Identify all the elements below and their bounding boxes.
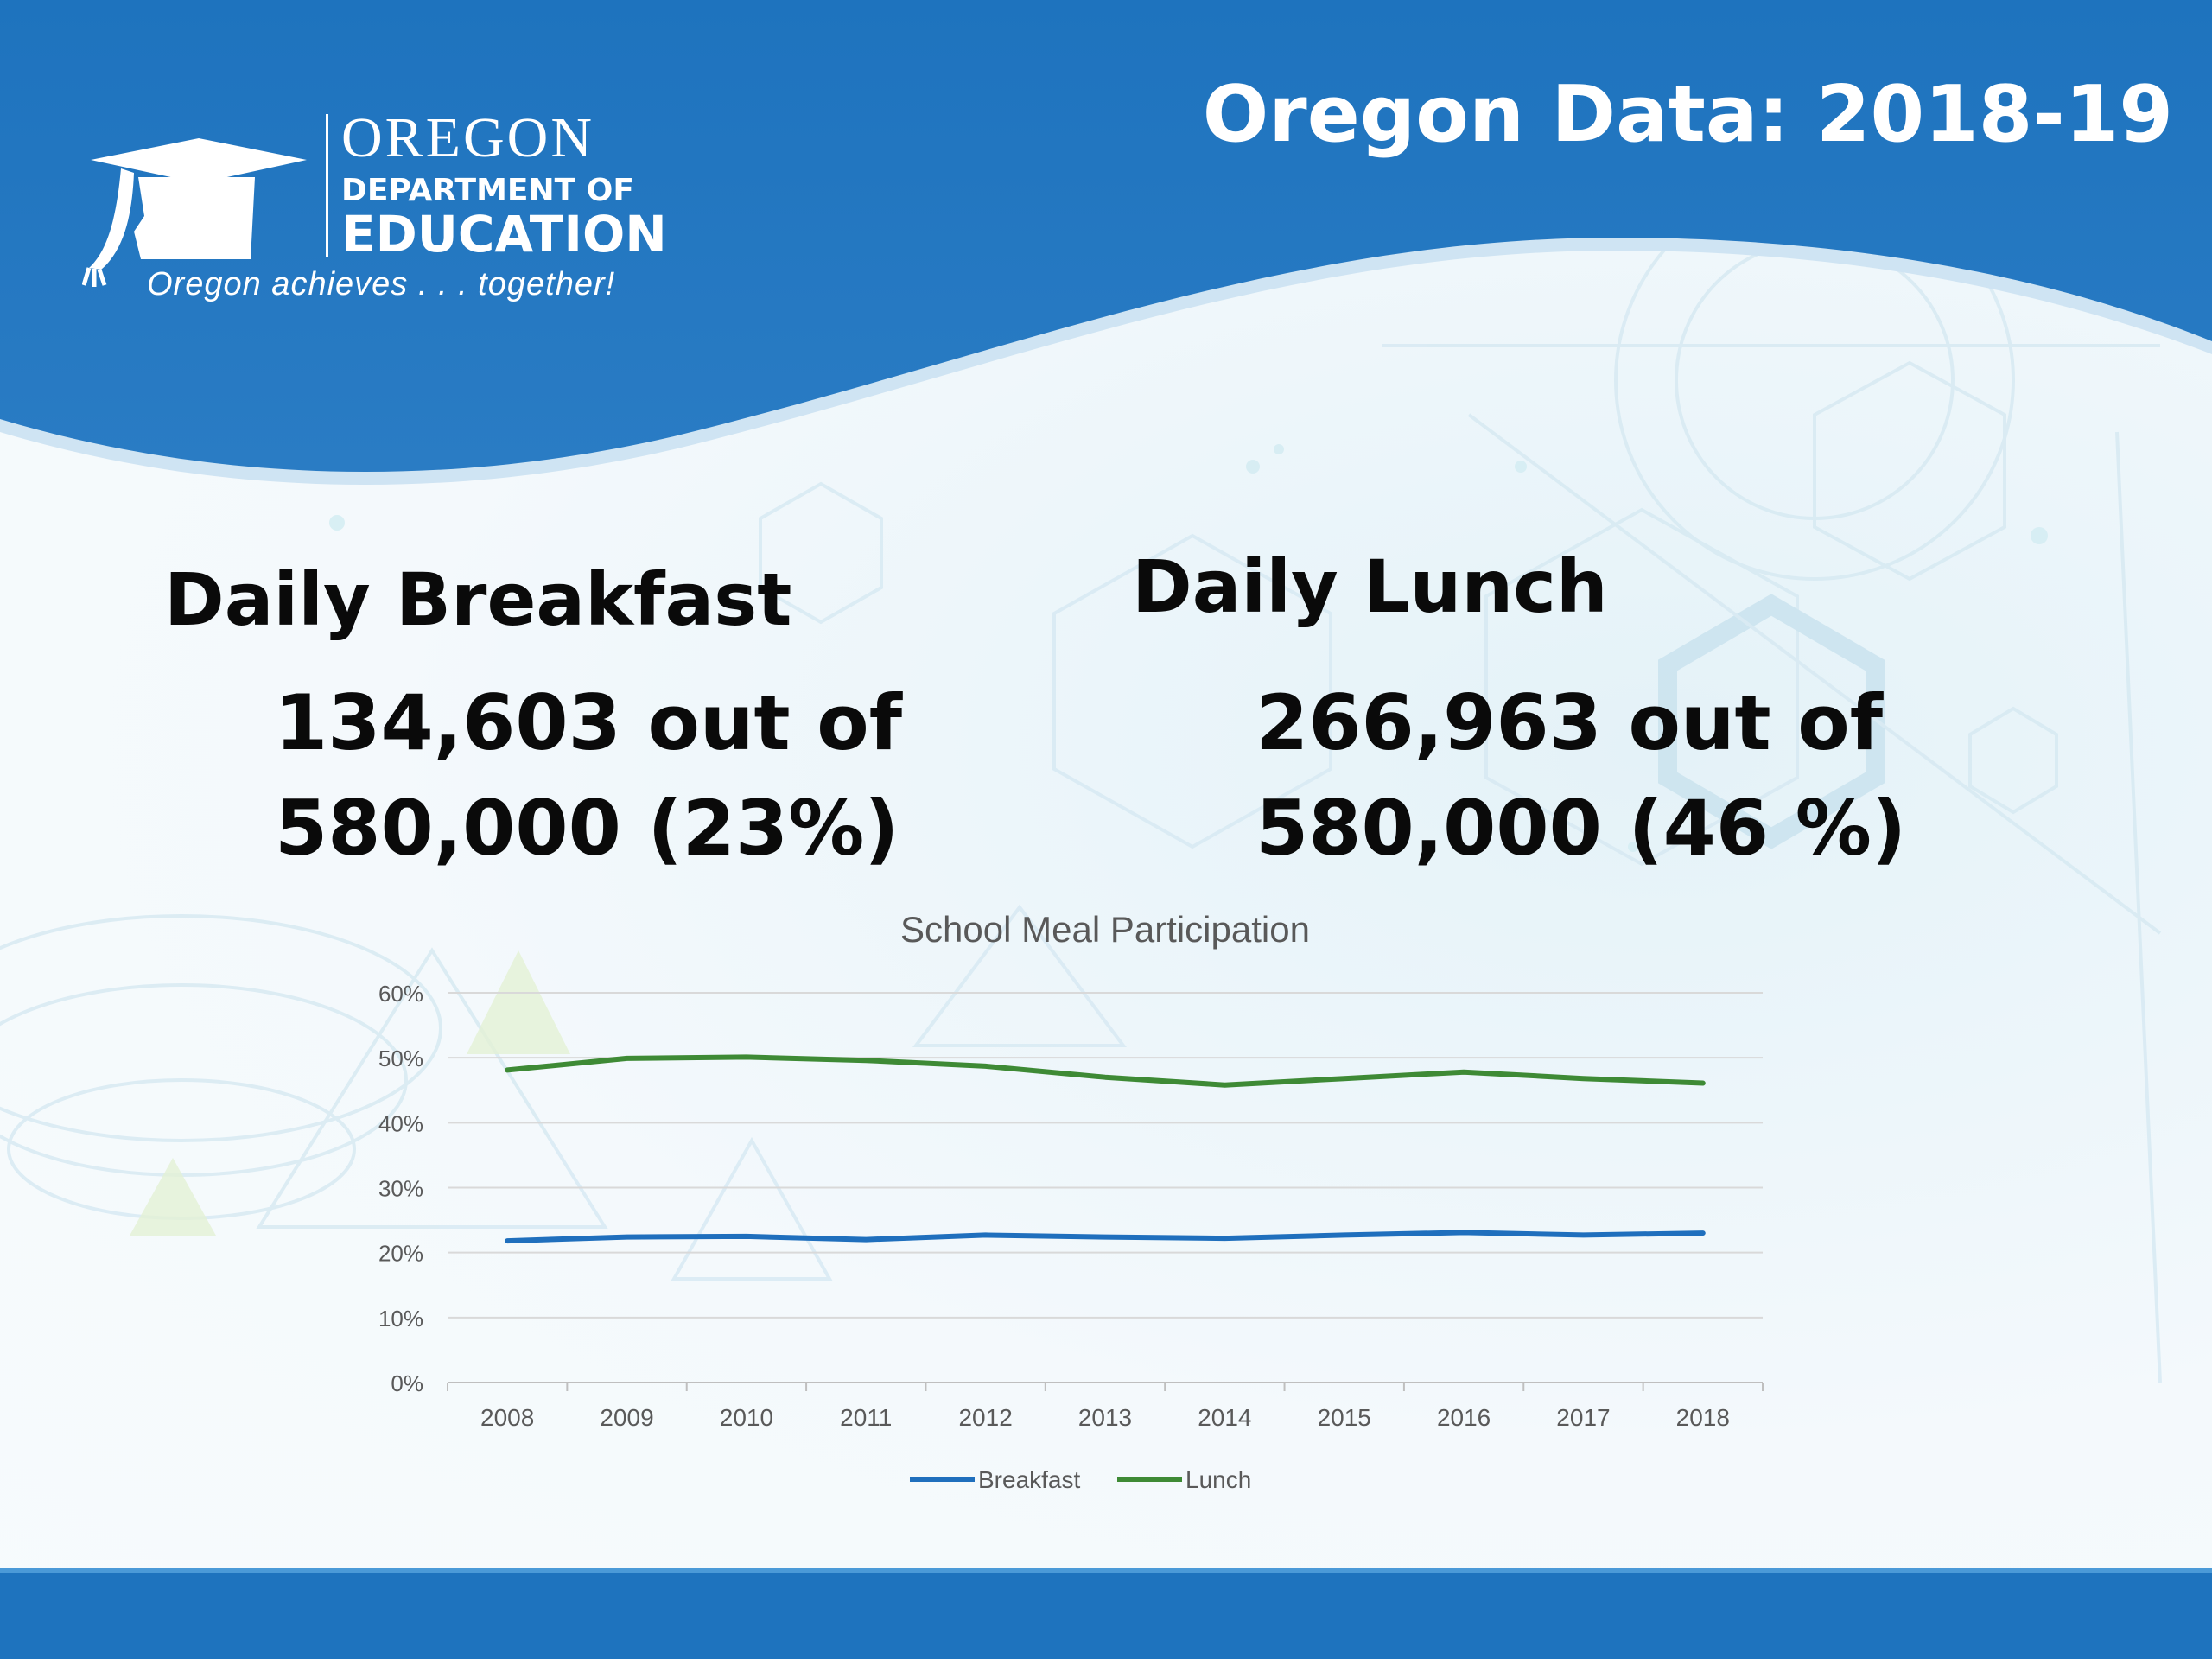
x-tick-label: 2018 (1676, 1404, 1730, 1431)
graduation-cap-oregon-icon (82, 138, 307, 287)
legend-label-breakfast: Breakfast (978, 1466, 1080, 1493)
y-tick-label: 50% (378, 1046, 423, 1071)
breakfast-heading: Daily Breakfast (164, 557, 792, 642)
y-tick-label: 20% (378, 1241, 423, 1267)
lunch-total: 580,000 (46 %) (1255, 784, 1907, 873)
breakfast-count: 134,603 out of (275, 678, 902, 767)
logo-wordmark-education: EDUCATION (341, 205, 667, 264)
logo-wordmark-department: DEPARTMENT OF (341, 173, 634, 208)
chart-title: School Meal Participation (900, 909, 1310, 950)
y-tick-label: 60% (378, 981, 423, 1007)
lunch-heading: Daily Lunch (1132, 544, 1608, 629)
y-tick-label: 30% (378, 1176, 423, 1202)
lunch-count: 266,963 out of (1255, 678, 1883, 767)
x-tick-label: 2008 (480, 1404, 534, 1431)
x-tick-label: 2012 (958, 1404, 1012, 1431)
x-tick-label: 2016 (1437, 1404, 1491, 1431)
y-tick-label: 0% (391, 1370, 423, 1396)
logo-wordmark-oregon: OREGON (341, 106, 594, 169)
x-tick-label: 2017 (1556, 1404, 1610, 1431)
x-tick-label: 2010 (720, 1404, 773, 1431)
y-tick-label: 10% (378, 1306, 423, 1332)
legend-label-lunch: Lunch (1185, 1466, 1251, 1493)
x-tick-label: 2011 (840, 1404, 892, 1431)
logo-tagline: Oregon achieves . . . together! (147, 266, 616, 302)
series-line-lunch (505, 1054, 1706, 1088)
header-wave (0, 0, 2212, 486)
x-tick-label: 2013 (1078, 1404, 1132, 1431)
y-tick-label: 40% (378, 1110, 423, 1136)
breakfast-total: 580,000 (23%) (275, 784, 899, 873)
ode-logo: OREGON DEPARTMENT OF EDUCATION Oregon ac… (82, 104, 667, 320)
x-tick-label: 2014 (1198, 1404, 1251, 1431)
x-tick-label: 2009 (600, 1404, 653, 1431)
footer-bar (0, 1568, 2212, 1659)
x-tick-label: 2015 (1318, 1404, 1371, 1431)
slide-title: Oregon Data: 2018-19 (1202, 69, 2173, 160)
logo-divider (326, 114, 328, 257)
series-line-breakfast (505, 1230, 1706, 1244)
